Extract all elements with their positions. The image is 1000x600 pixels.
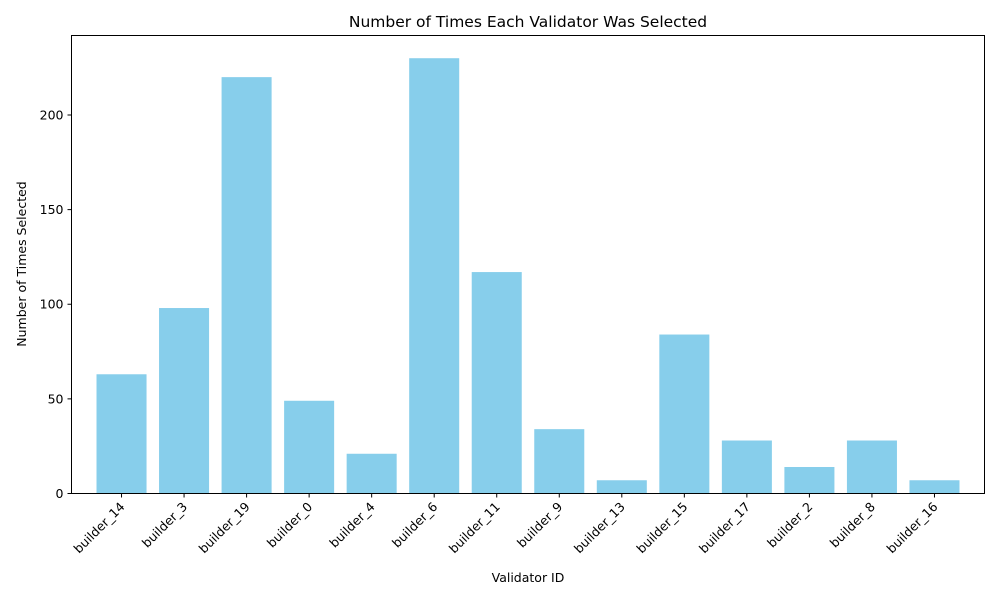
bar-builder_17 xyxy=(721,440,772,494)
bar-builder_15 xyxy=(659,334,710,494)
x-axis-label: Validator ID xyxy=(492,570,565,585)
x-tick-label: builder_14 xyxy=(71,499,128,556)
x-tick-label: builder_17 xyxy=(696,499,753,556)
plot-frame xyxy=(71,35,985,494)
bar-builder_11 xyxy=(471,272,522,494)
x-tick-label: builder_0 xyxy=(264,499,315,550)
bar-builder_9 xyxy=(534,429,585,494)
x-tick-label: builder_2 xyxy=(764,499,815,550)
chart-title: Number of Times Each Validator Was Selec… xyxy=(349,13,707,31)
x-tick-label: builder_3 xyxy=(139,499,190,550)
y-tick-label: 100 xyxy=(40,297,64,312)
x-axis-ticks: builder_14 builder_3 builder_19 builder_0 bu… xyxy=(71,493,941,556)
x-tick-label: builder_16 xyxy=(884,499,941,556)
x-tick-label: builder_8 xyxy=(827,499,878,550)
x-tick-label: builder_13 xyxy=(571,499,628,556)
bar-builder_16 xyxy=(909,480,960,494)
y-tick-label: 150 xyxy=(40,202,64,217)
bar-builder_2 xyxy=(784,467,835,494)
y-tick-label: 0 xyxy=(56,486,64,501)
bar-builder_6 xyxy=(409,58,460,494)
y-tick-label: 200 xyxy=(40,107,64,122)
y-axis-label: Number of Times Selected xyxy=(14,181,29,346)
bar-builder_19 xyxy=(221,77,272,494)
bar-builder_3 xyxy=(159,308,210,494)
bar-builder_8 xyxy=(846,440,897,494)
x-tick-label: builder_19 xyxy=(196,499,253,556)
bars-group xyxy=(96,58,960,494)
x-tick-label: builder_4 xyxy=(326,499,377,550)
bar-builder_0 xyxy=(284,400,335,494)
x-tick-label: builder_6 xyxy=(389,499,440,550)
x-tick-label: builder_15 xyxy=(633,499,690,556)
x-tick-label: builder_11 xyxy=(446,499,503,556)
bar-builder_14 xyxy=(96,374,147,494)
bar-builder_4 xyxy=(346,453,397,494)
y-tick-label: 50 xyxy=(48,391,64,406)
bar-builder_13 xyxy=(596,480,647,494)
y-axis-ticks: 0 50 100 150 200 xyxy=(40,107,72,501)
x-tick-label: builder_9 xyxy=(514,499,565,550)
